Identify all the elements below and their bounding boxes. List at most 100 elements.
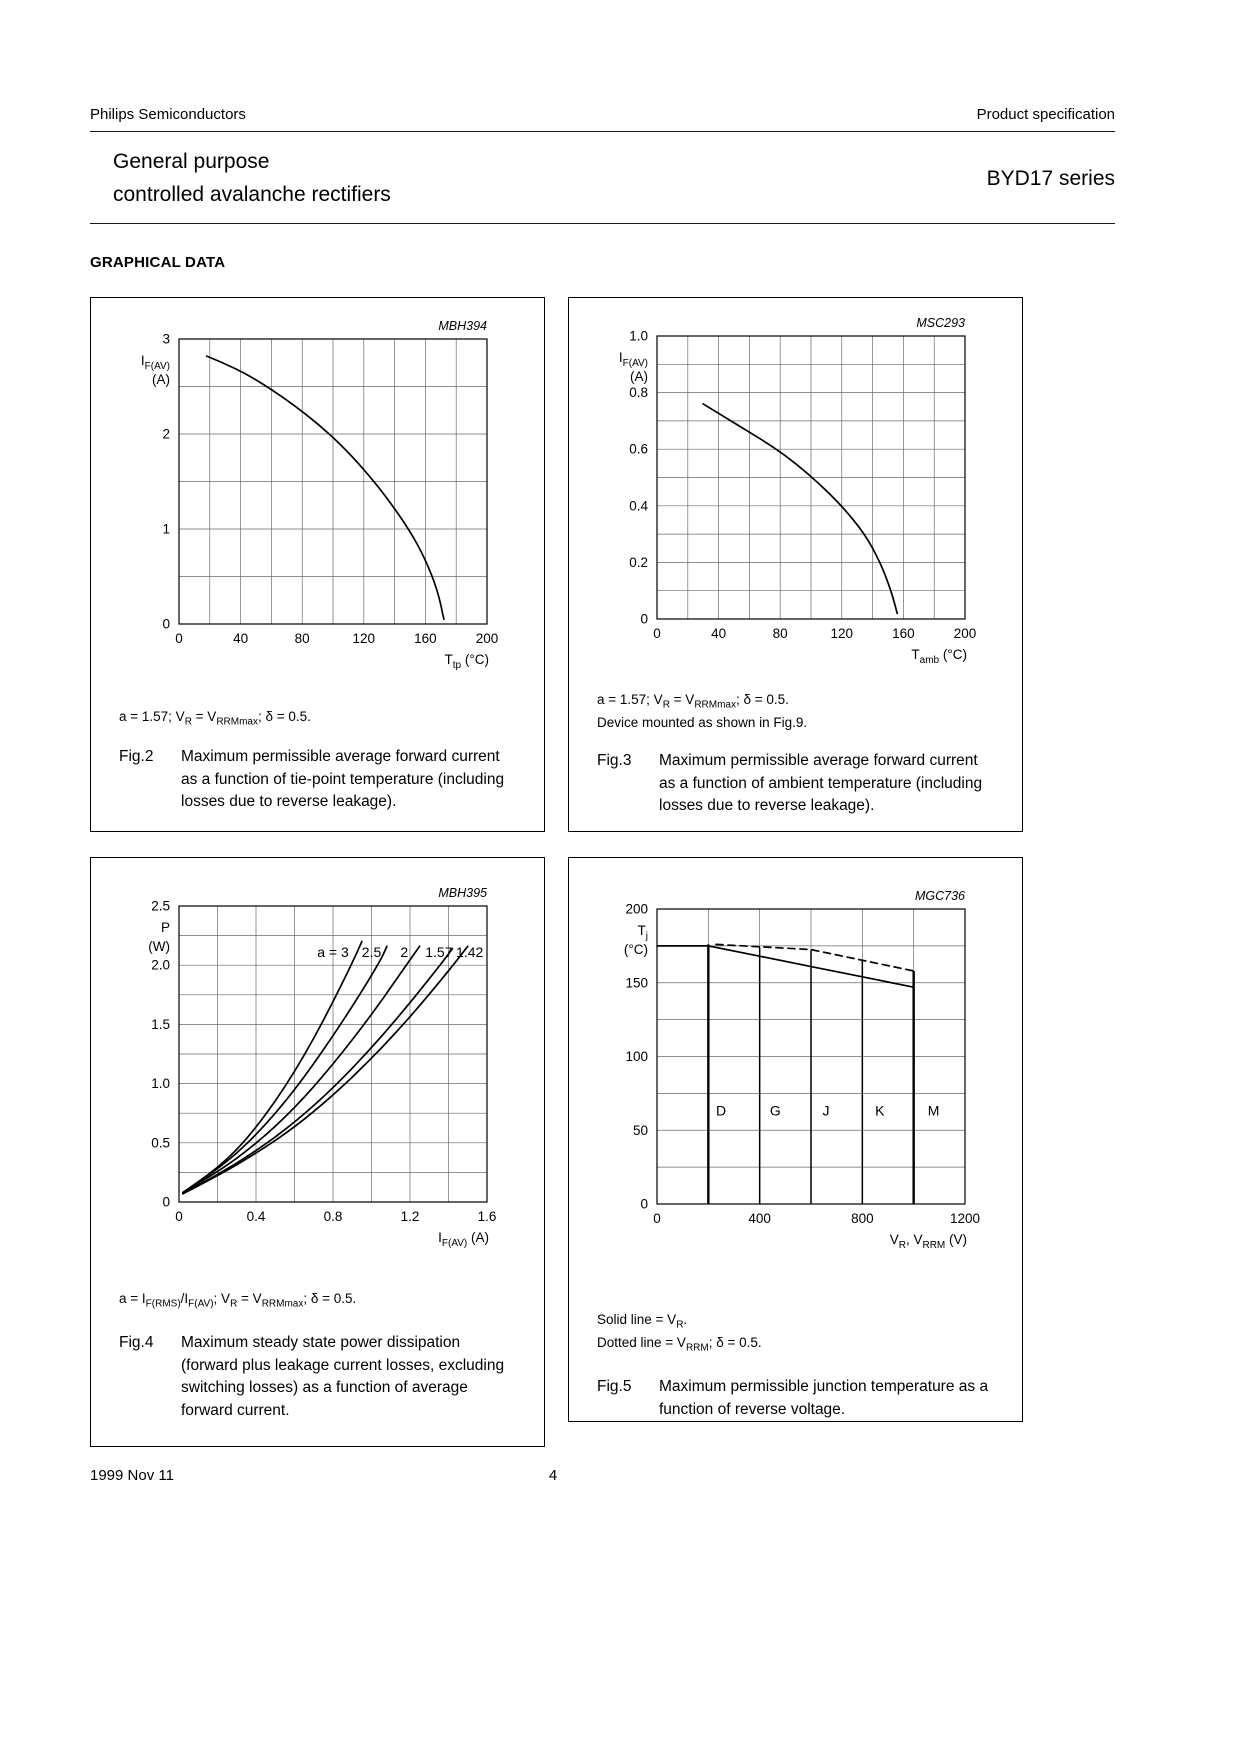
series-name: BYD17 series — [986, 166, 1115, 190]
fig4-conditions: a = IF(RMS)/IF(AV); VR = VRRMmax; δ = 0.… — [119, 1289, 514, 1312]
fig4-caption-label: Fig.4 — [119, 1334, 154, 1352]
svg-text:0: 0 — [162, 617, 170, 632]
fig2-conditions: a = 1.57; VR = VRRMmax; δ = 0.5. — [119, 707, 514, 730]
svg-text:Ttp (°C): Ttp (°C) — [445, 652, 489, 671]
fig3-caption-text: Maximum permissible average forward curr… — [659, 752, 983, 815]
chart-svg: 0 0.4 0.8 1.2 1.6 0 0.5 1.0 1.5 2.0 2.5 IF(AV) (A) P… — [148, 886, 497, 1249]
svg-text:K: K — [875, 1103, 885, 1119]
svg-text:Tamb (°C): Tamb (°C) — [911, 647, 967, 666]
condition-line: a = 1.57; VR = VRRMmax; δ = 0.5. — [597, 692, 789, 711]
page-content: Philips Semiconductors Product specifica… — [90, 0, 1115, 1484]
svg-text:J: J — [823, 1103, 830, 1119]
svg-text:1.0: 1.0 — [151, 1076, 170, 1091]
svg-text:0.2: 0.2 — [629, 555, 648, 570]
svg-text:200: 200 — [954, 626, 977, 641]
svg-text:2.0: 2.0 — [151, 958, 170, 973]
svg-text:2: 2 — [162, 427, 170, 442]
figure-5-box: 0 400 800 1200 0 50 100 150 200 VR, VRRM (V) Tj (°C… — [568, 857, 1023, 1423]
legend-note-line: Dotted line = VRRM; δ = 0.5. — [597, 1335, 762, 1354]
svg-text:0: 0 — [653, 1211, 661, 1226]
series-max-average-forward-current — [702, 403, 899, 615]
figure-2-box: 0 40 80 120 160 200 0 1 2 3 Ttp (°C) IF(AV) (A) MBH39… — [90, 297, 545, 833]
svg-text:1.2: 1.2 — [401, 1209, 420, 1224]
svg-text:0.6: 0.6 — [629, 442, 648, 457]
page-footer: 1999 Nov 11 4 — [90, 1467, 1115, 1484]
svg-text:1.42: 1.42 — [456, 944, 483, 960]
svg-text:P: P — [161, 920, 170, 935]
svg-text:200: 200 — [625, 902, 648, 917]
fig3-caption-label: Fig.3 — [597, 752, 632, 770]
chart-svg: 0 40 80 120 160 200 0 0.2 0.4 0.6 0.8 1.0 Tamb (°C) I… — [619, 316, 977, 666]
svg-text:1.57: 1.57 — [425, 944, 452, 960]
figure-row-2: 0 0.4 0.8 1.2 1.6 0 0.5 1.0 1.5 2.0 2.5 IF(AV) (A) P… — [90, 857, 1115, 1448]
svg-text:1.5: 1.5 — [151, 1017, 170, 1032]
svg-text:160: 160 — [414, 631, 437, 646]
svg-text:120: 120 — [831, 626, 854, 641]
svg-text:40: 40 — [711, 626, 726, 641]
svg-text:MGC736: MGC736 — [915, 889, 965, 903]
svg-text:50: 50 — [633, 1123, 648, 1138]
svg-text:(°C): (°C) — [624, 942, 648, 957]
series-a = 1.42 — [182, 945, 469, 1195]
figure-3-box: 0 40 80 120 160 200 0 0.2 0.4 0.6 0.8 1.0 Tamb (°C) I… — [568, 297, 1023, 833]
svg-text:200: 200 — [476, 631, 499, 646]
title-rule — [90, 223, 1115, 225]
fig2-caption-label: Fig.2 — [119, 748, 154, 766]
svg-text:400: 400 — [748, 1211, 771, 1226]
svg-text:0.5: 0.5 — [151, 1135, 170, 1150]
fig5-legend-notes: Solid line = VR. Dotted line = VRRM; δ =… — [597, 1310, 992, 1356]
svg-text:D: D — [716, 1103, 726, 1119]
svg-text:0: 0 — [175, 631, 183, 646]
svg-text:1.6: 1.6 — [478, 1209, 497, 1224]
svg-text:MBH395: MBH395 — [438, 886, 487, 900]
publisher-name: Philips Semiconductors — [90, 106, 246, 123]
svg-text:1200: 1200 — [950, 1211, 980, 1226]
svg-text:160: 160 — [892, 626, 915, 641]
svg-text:40: 40 — [233, 631, 248, 646]
fig2-chart: 0 40 80 120 160 200 0 1 2 3 Ttp (°C) IF(AV) (A) MBH39… — [97, 304, 544, 701]
page-number: 4 — [548, 1467, 558, 1485]
page-header: Philips Semiconductors Product specifica… — [90, 106, 1115, 123]
fig3-chart: 0 40 80 120 160 200 0 0.2 0.4 0.6 0.8 1.0 Tamb (°C) I… — [575, 304, 1022, 684]
svg-text:2.5: 2.5 — [151, 899, 170, 914]
svg-text:0: 0 — [640, 612, 648, 627]
svg-text:MBH394: MBH394 — [438, 319, 487, 333]
fig3-caption: Fig.3 Maximum permissible average forwar… — [597, 750, 992, 817]
svg-text:1.0: 1.0 — [629, 329, 648, 344]
condition-line: Device mounted as shown in Fig.9. — [597, 715, 808, 731]
svg-text:2.5: 2.5 — [362, 944, 382, 960]
fig5-caption: Fig.5 Maximum permissible junction tempe… — [597, 1376, 992, 1421]
svg-text:80: 80 — [773, 626, 788, 641]
figure-4-box: 0 0.4 0.8 1.2 1.6 0 0.5 1.0 1.5 2.0 2.5 IF(AV) (A) P… — [90, 857, 545, 1448]
svg-text:0: 0 — [175, 1209, 183, 1224]
svg-text:0.8: 0.8 — [324, 1209, 343, 1224]
svg-text:IF(AV): IF(AV) — [141, 353, 170, 372]
svg-text:(A): (A) — [630, 369, 648, 384]
series-VR-solid — [656, 945, 915, 989]
condition-line: a = 1.57; VR = VRRMmax; δ = 0.5. — [119, 709, 311, 728]
fig4-caption-text: Maximum steady state power dissipation (… — [181, 1334, 505, 1419]
legend-note-line: Solid line = VR. — [597, 1312, 688, 1331]
fig4-chart: 0 0.4 0.8 1.2 1.6 0 0.5 1.0 1.5 2.0 2.5 IF(AV) (A) P… — [97, 864, 544, 1279]
title-line-1: General purpose — [113, 150, 270, 173]
svg-text:a = 3: a = 3 — [317, 944, 349, 960]
fig2-caption: Fig.2 Maximum permissible average forwar… — [119, 746, 514, 813]
svg-text:100: 100 — [625, 1049, 648, 1064]
svg-text:120: 120 — [353, 631, 376, 646]
figure-row-1: 0 40 80 120 160 200 0 1 2 3 Ttp (°C) IF(AV) (A) MBH39… — [90, 297, 1115, 833]
svg-text:0.4: 0.4 — [629, 498, 648, 513]
chart-svg: 0 400 800 1200 0 50 100 150 200 VR, VRRM (V) Tj(°C… — [624, 889, 980, 1251]
svg-text:3: 3 — [162, 332, 170, 347]
spec-type: Product specification — [976, 106, 1115, 123]
svg-text:0.4: 0.4 — [247, 1209, 266, 1224]
series-a = 3 — [182, 940, 363, 1194]
svg-text:VR, VRRM (V): VR, VRRM (V) — [890, 1232, 967, 1251]
svg-text:MSC293: MSC293 — [916, 316, 965, 330]
title-block: General purpose controlled avalanche rec… — [90, 146, 1115, 211]
svg-text:G: G — [770, 1103, 781, 1119]
svg-text:IF(AV): IF(AV) — [619, 350, 648, 369]
svg-text:150: 150 — [625, 975, 648, 990]
svg-text:IF(AV) (A): IF(AV) (A) — [438, 1230, 489, 1249]
svg-text:(A): (A) — [152, 372, 170, 387]
